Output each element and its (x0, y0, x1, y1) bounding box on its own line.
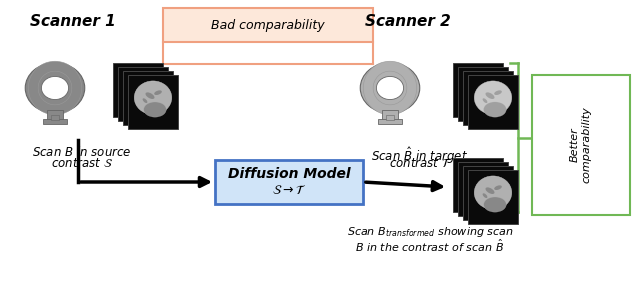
FancyBboxPatch shape (463, 71, 513, 125)
Text: $contrast\ \mathcal{T}$: $contrast\ \mathcal{T}$ (388, 157, 451, 170)
Ellipse shape (494, 185, 502, 190)
Text: Better
comparability: Better comparability (570, 107, 592, 183)
FancyBboxPatch shape (118, 67, 168, 121)
Text: $\mathcal{S} \rightarrow \mathcal{T}$: $\mathcal{S} \rightarrow \mathcal{T}$ (272, 184, 306, 197)
FancyBboxPatch shape (128, 75, 178, 129)
FancyBboxPatch shape (378, 119, 402, 124)
Ellipse shape (486, 187, 495, 194)
FancyBboxPatch shape (113, 63, 163, 117)
Text: Diffusion Model: Diffusion Model (228, 167, 350, 181)
FancyBboxPatch shape (458, 67, 508, 121)
FancyBboxPatch shape (382, 110, 397, 121)
FancyBboxPatch shape (453, 158, 503, 212)
FancyBboxPatch shape (123, 71, 173, 125)
Ellipse shape (474, 176, 512, 209)
Ellipse shape (486, 93, 495, 99)
FancyBboxPatch shape (43, 119, 67, 124)
Ellipse shape (483, 98, 488, 103)
Ellipse shape (376, 77, 404, 99)
Ellipse shape (143, 98, 147, 103)
Ellipse shape (25, 63, 84, 113)
Ellipse shape (145, 93, 154, 99)
Text: $Scan\ B_{transformed}\ showing\ scan$: $Scan\ B_{transformed}\ showing\ scan$ (347, 225, 513, 239)
FancyBboxPatch shape (458, 162, 508, 216)
FancyBboxPatch shape (51, 115, 60, 119)
Text: $B\ in\ the\ contrast\ of\ scan\ \hat{B}$: $B\ in\ the\ contrast\ of\ scan\ \hat{B}… (355, 238, 504, 254)
Ellipse shape (474, 81, 512, 115)
Text: Bad comparability: Bad comparability (211, 19, 325, 32)
FancyBboxPatch shape (215, 160, 363, 204)
FancyBboxPatch shape (468, 170, 518, 224)
Ellipse shape (154, 90, 162, 95)
FancyBboxPatch shape (47, 110, 63, 121)
Text: $contrast\ \mathcal{S}$: $contrast\ \mathcal{S}$ (51, 157, 113, 170)
FancyBboxPatch shape (468, 75, 518, 129)
FancyBboxPatch shape (463, 166, 513, 220)
FancyBboxPatch shape (163, 8, 373, 42)
Text: $Scan\ \hat{B}\ in\ target$: $Scan\ \hat{B}\ in\ target$ (371, 145, 468, 166)
Text: Scanner 2: Scanner 2 (365, 14, 451, 29)
Ellipse shape (484, 197, 506, 212)
FancyBboxPatch shape (453, 63, 503, 117)
Ellipse shape (134, 81, 172, 115)
FancyBboxPatch shape (532, 75, 630, 215)
Ellipse shape (494, 90, 502, 95)
Text: $Scan\ B\ in\ source$: $Scan\ B\ in\ source$ (32, 145, 132, 159)
Ellipse shape (484, 102, 506, 117)
FancyBboxPatch shape (386, 115, 394, 119)
Ellipse shape (144, 102, 166, 117)
Ellipse shape (42, 77, 68, 99)
Ellipse shape (360, 63, 420, 113)
Ellipse shape (483, 193, 488, 198)
Text: Scanner 1: Scanner 1 (30, 14, 116, 29)
